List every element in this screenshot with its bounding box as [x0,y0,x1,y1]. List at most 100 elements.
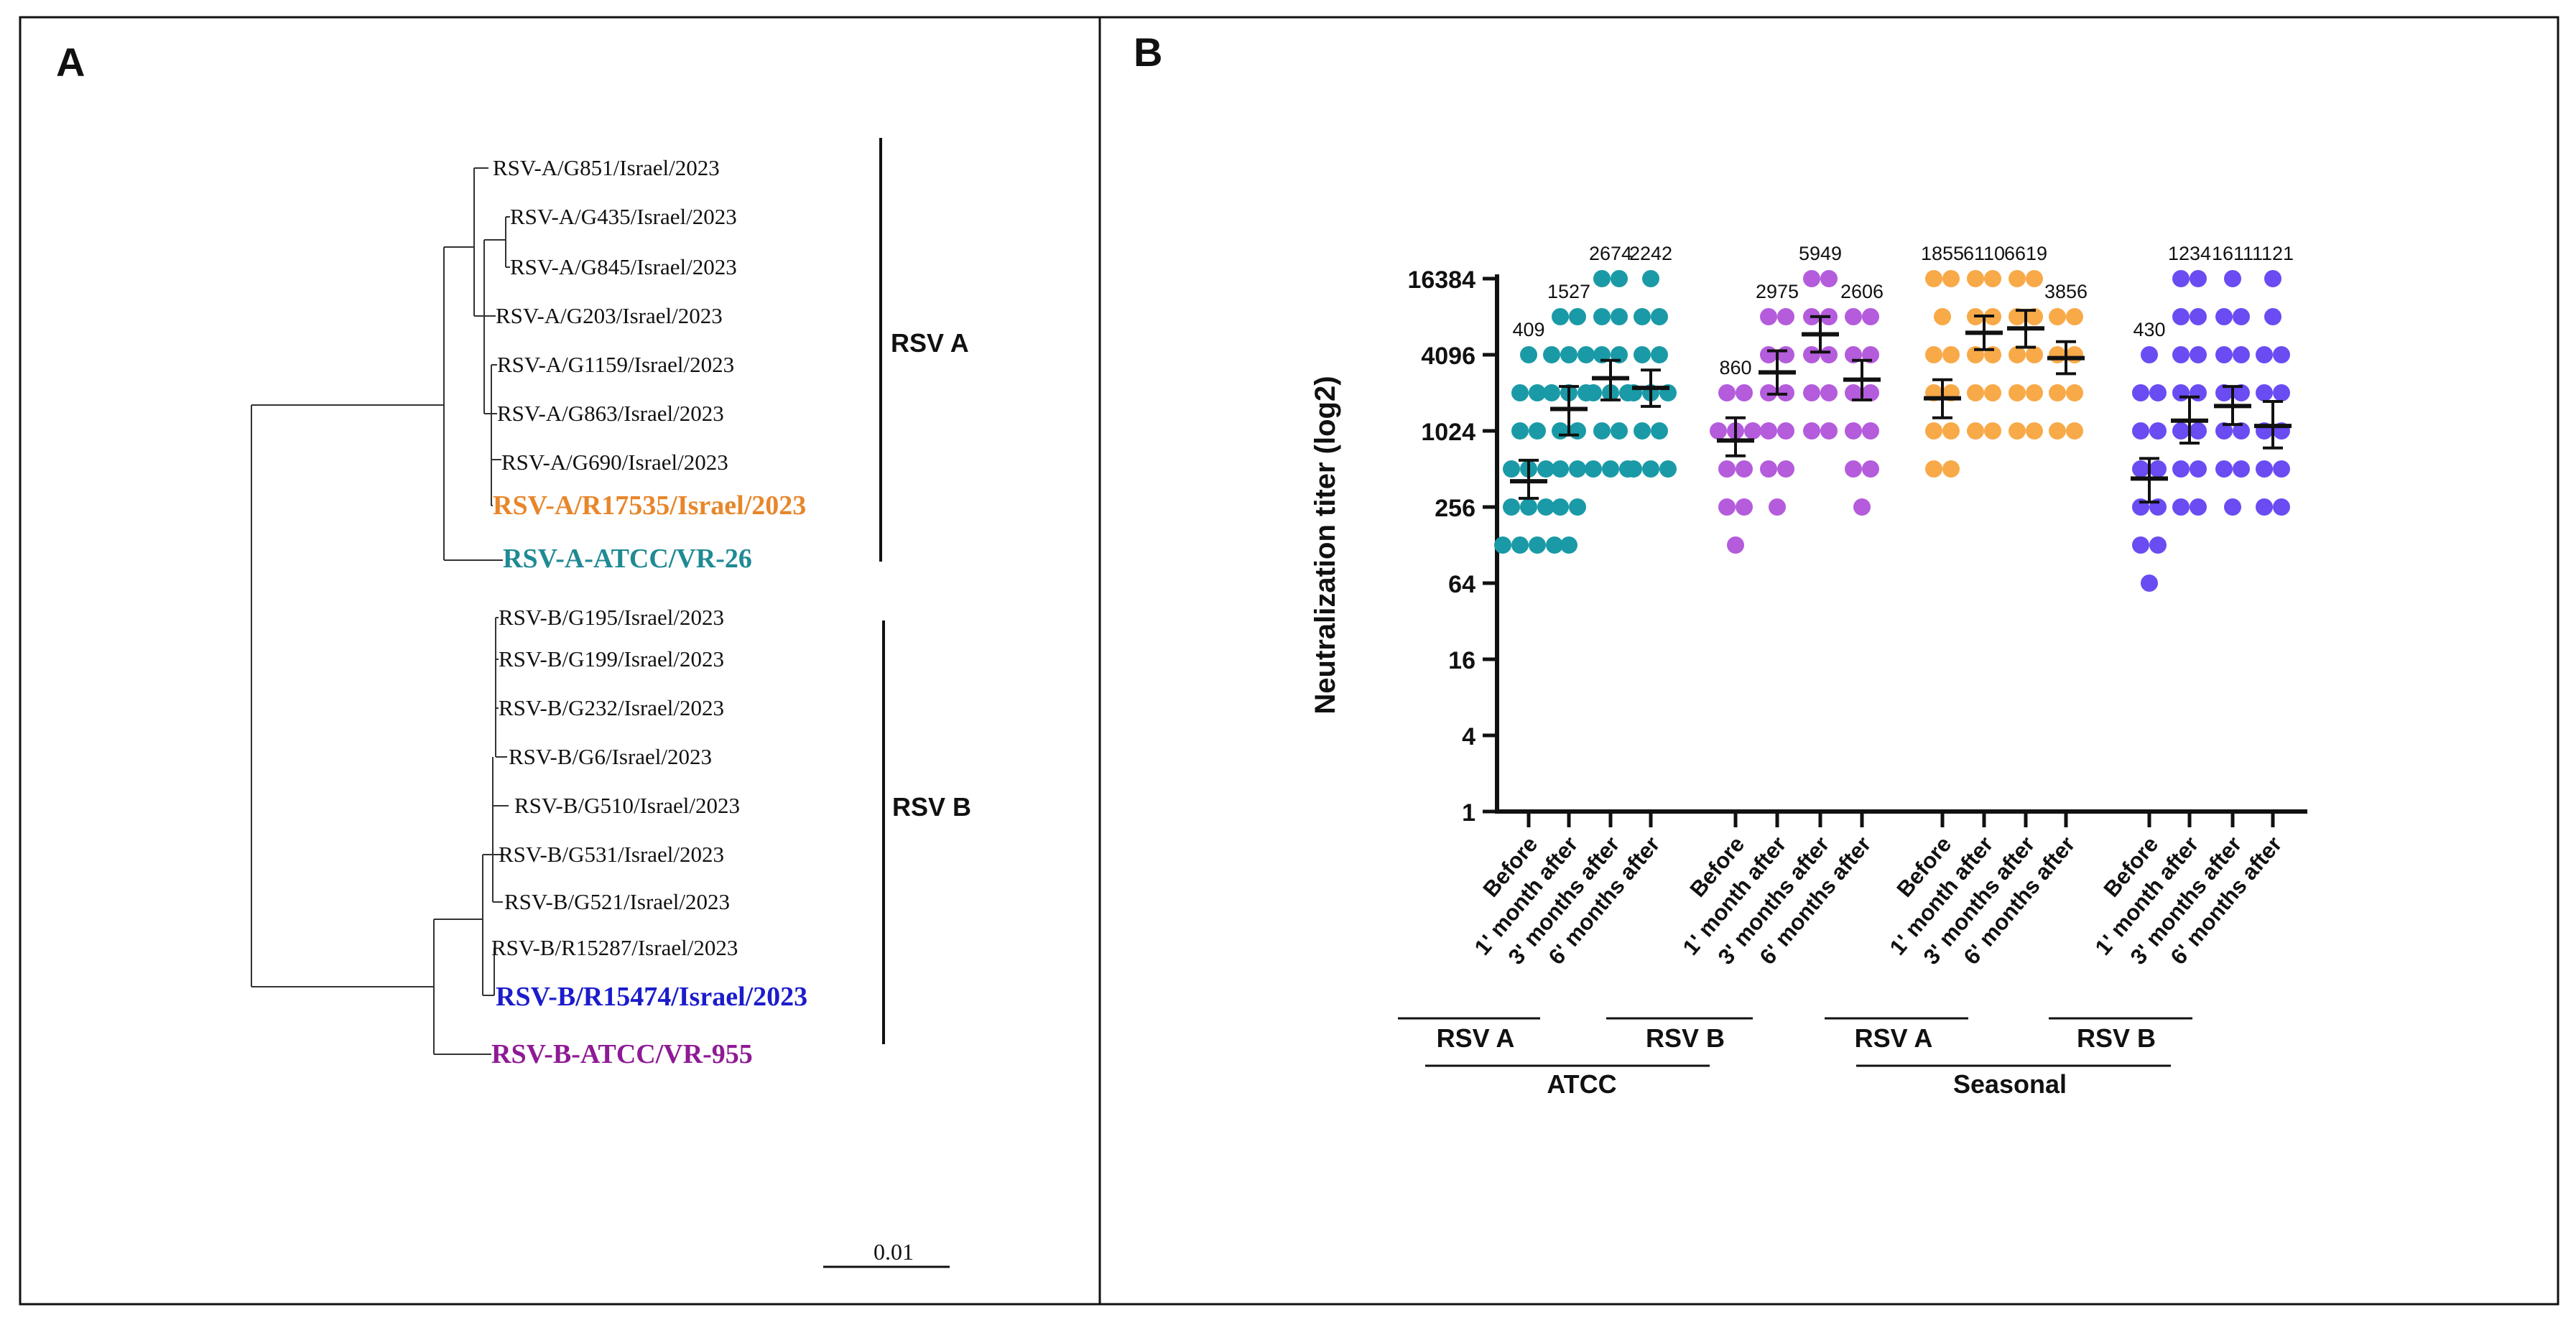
taxon-label: RSV-B/R15287/Israel/2023 [491,935,738,960]
data-point [2172,498,2190,516]
data-point [2233,346,2250,363]
source-label: ATCC [1547,1069,1616,1099]
data-point [1803,270,1820,287]
data-point [2049,346,2066,363]
data-point [1503,498,1520,516]
data-point [2233,308,2250,325]
data-point [1593,270,1611,287]
data-point [1552,308,1569,325]
group-label: RSV A [1855,1023,1933,1053]
taxon-label: RSV-A/G203/Israel/2023 [496,303,723,328]
clade-label-b: RSV B [892,792,971,822]
phylogenetic-tree [251,138,950,1268]
taxon-label: RSV-B/G6/Israel/2023 [509,744,712,769]
data-point [1494,536,1511,554]
data-point [1777,346,1794,363]
data-point [1727,536,1744,554]
data-point [1803,346,1820,363]
data-point [2256,346,2273,363]
data-point [1569,422,1586,440]
data-point [1529,422,1546,440]
data-point [1569,498,1586,516]
data-point [1511,384,1529,401]
data-point [2190,460,2207,478]
taxon-label: RSV-A/G851/Israel/2023 [493,155,720,180]
geometric-mean-label: 409 [1512,319,1544,340]
group-label: RSV B [1646,1023,1725,1053]
data-point [1552,422,1569,440]
taxon-label: RSV-B/G195/Israel/2023 [499,605,724,630]
data-point [2224,498,2241,516]
geometric-mean-label: 860 [1719,357,1751,378]
y-tick-label: 256 [1435,495,1475,522]
panel-b-label: B [1134,29,1162,75]
data-point [1503,460,1520,478]
data-point [1760,422,1777,440]
data-point [1718,460,1736,478]
data-point [1602,460,1619,478]
data-point [1543,384,1560,401]
data-point [1967,384,1984,401]
data-point [1760,460,1777,478]
panel-a-label: A [56,39,85,85]
data-point [1585,460,1602,478]
data-point [1925,460,1942,478]
data-point [1611,422,1628,440]
data-point [2233,460,2250,478]
geometric-mean-label: 1234 [2168,243,2211,264]
data-point [2026,346,2043,363]
data-point [2149,384,2167,401]
data-point [1569,308,1586,325]
data-point [2132,384,2149,401]
y-tick-label: 16384 [1407,266,1475,294]
data-point [1634,308,1651,325]
data-point [1967,422,1984,440]
group-label: RSV A [1437,1023,1515,1053]
data-point [2066,308,2083,325]
data-point [1511,536,1529,554]
data-point [1845,422,1862,440]
data-point [2215,346,2233,363]
data-point [1577,346,1595,363]
data-point [1942,460,1960,478]
geometric-mean-label: 3856 [2044,281,2088,302]
data-point [1769,498,1786,516]
taxon-label-highlight: RSV-A-ATCC/VR-26 [503,544,752,574]
data-point [2149,460,2167,478]
data-point [2026,308,2043,325]
data-point [2273,460,2290,478]
data-point [1967,270,1984,287]
data-point [1803,384,1820,401]
data-point [1611,270,1628,287]
taxon-label: RSV-A/G690/Israel/2023 [501,450,728,475]
data-point [2190,270,2207,287]
data-point [1710,422,1727,440]
taxon-label: RSV-B/G521/Israel/2023 [504,889,730,914]
data-point [2149,536,2167,554]
data-point [1552,498,1569,516]
data-point [1862,460,1879,478]
data-point [1659,460,1677,478]
geometric-mean-label: 1527 [1547,281,1590,302]
data-point [2009,346,2026,363]
data-point [1845,384,1862,401]
geometric-mean-label: 2606 [1840,281,1884,302]
data-point [2264,270,2281,287]
data-point [1820,422,1838,440]
taxon-label: RSV-B/G199/Israel/2023 [499,646,724,671]
geometric-mean-label: 6619 [2004,243,2047,264]
y-tick-label: 1 [1462,799,1475,827]
data-point [1777,460,1794,478]
data-point [2009,422,2026,440]
data-point [2190,346,2207,363]
data-point [1529,536,1546,554]
y-axis-label: Neutralization titer (log2) [1310,376,1341,714]
taxon-label: RSV-B/G232/Israel/2023 [499,695,724,720]
y-tick-label: 4096 [1421,343,1475,370]
neutralization-chart: 1 4 16 64 256 1024 4096 16384 Neutralization tit… [1310,243,2307,1099]
data-point [1651,346,1668,363]
geometric-mean-label: 5949 [1799,243,1842,264]
data-point [2233,384,2250,401]
taxon-label: RSV-B/G510/Israel/2023 [514,793,740,818]
taxon-label-highlight: RSV-B-ATCC/VR-955 [491,1039,753,1069]
